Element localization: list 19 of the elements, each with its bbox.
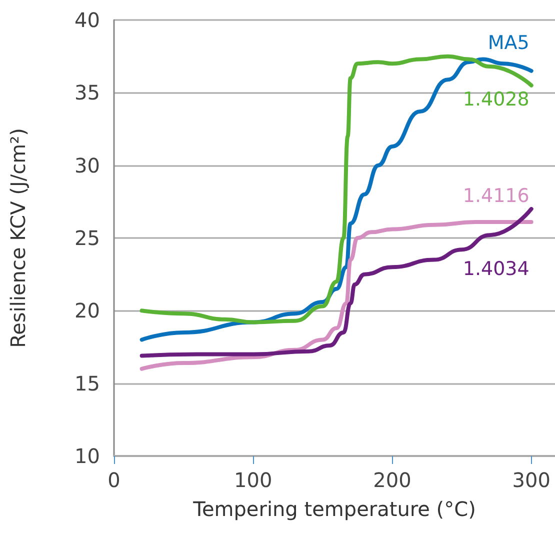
- y-tick-label: 10: [74, 444, 100, 468]
- series-label: 1.4034: [462, 258, 530, 280]
- x-tick-label: 0: [108, 468, 120, 492]
- line-series: [140, 220, 534, 371]
- y-tick-label: 25: [74, 226, 100, 250]
- line-series: [140, 206, 534, 358]
- y-tick-label: 15: [74, 371, 100, 396]
- x-tick-label: 300: [512, 468, 550, 492]
- x-tick-label: 100: [234, 468, 272, 492]
- y-axis-title: Resilience KCV (J/cm²): [6, 128, 30, 348]
- y-tick-label: 35: [74, 80, 100, 105]
- x-tick-label: 200: [373, 468, 412, 492]
- y-tick-label: 40: [74, 8, 100, 32]
- y-tick-label: 20: [74, 298, 100, 323]
- series-label: 1.4028: [462, 88, 530, 110]
- x-axis-title: Tempering temperature (°C): [192, 497, 476, 521]
- series-label: MA5: [488, 32, 530, 54]
- series-label: 1.4116: [462, 185, 530, 208]
- y-tick-label: 30: [74, 153, 100, 178]
